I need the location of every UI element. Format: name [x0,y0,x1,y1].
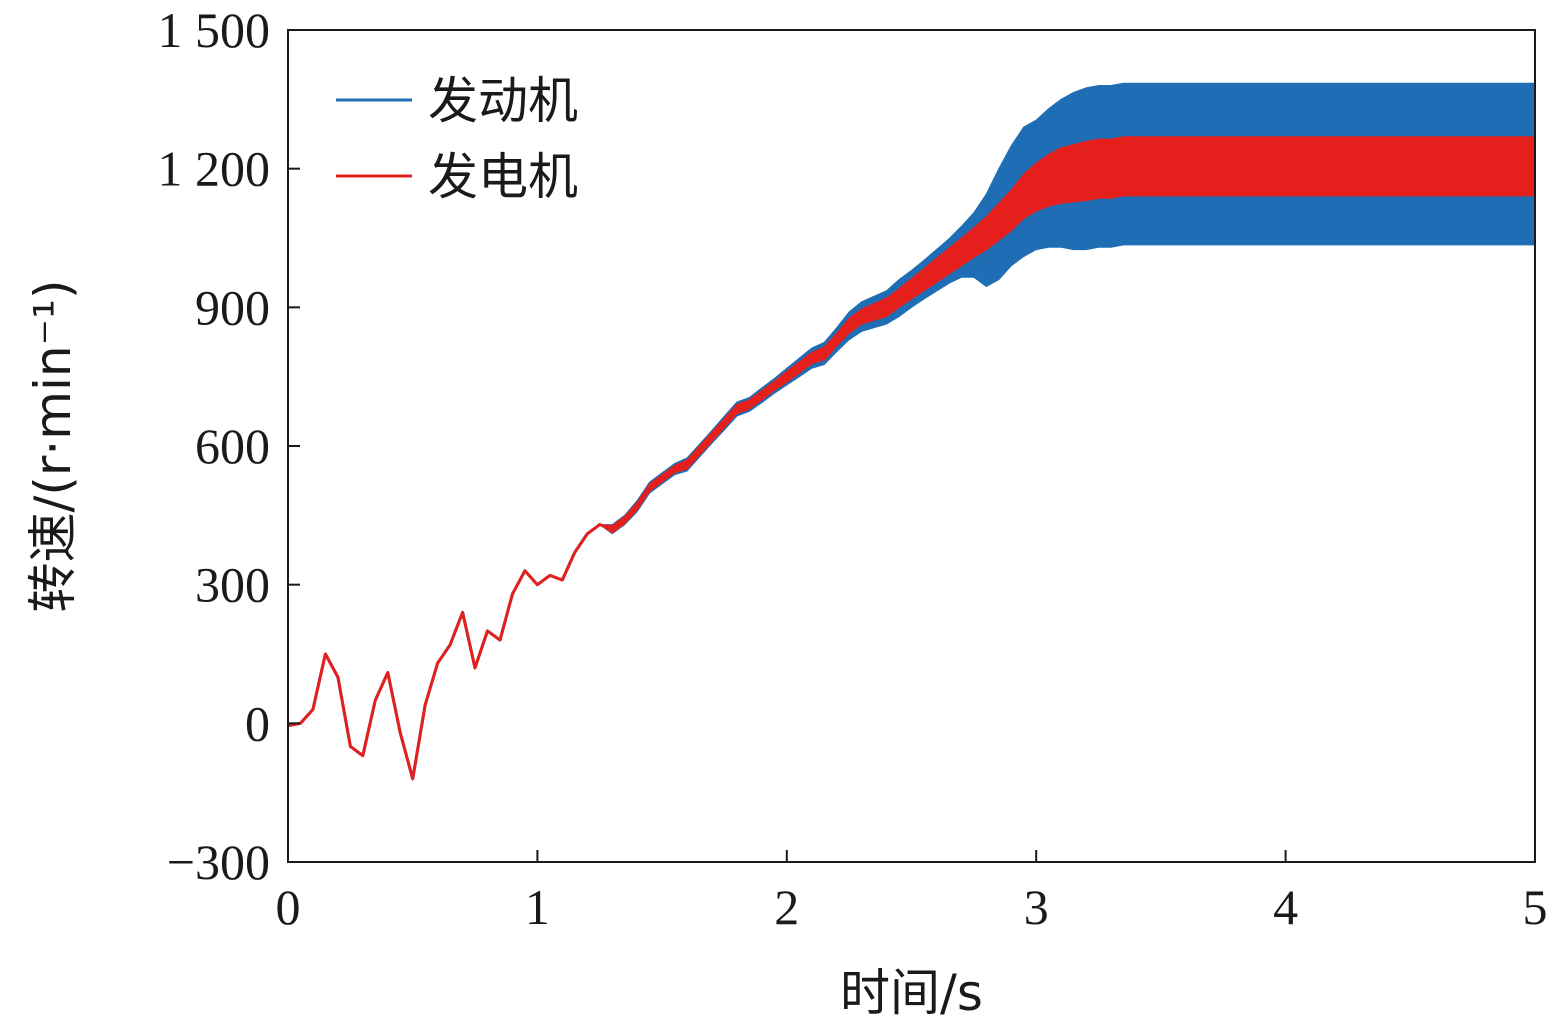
y-tick-label: 300 [195,557,270,613]
y-tick-label: 1 200 [158,141,271,197]
x-tick-label: 3 [1024,879,1049,935]
legend-label-engine: 发动机 [428,72,578,130]
x-axis-title: 时间/s [840,964,983,1022]
x-tick-label: 4 [1273,879,1298,935]
y-tick-label: 1 500 [158,2,271,58]
x-tick-label: 1 [525,879,550,935]
y-tick-label: 0 [245,695,270,751]
y-tick-label: 900 [195,279,270,335]
ticks-layer [287,29,1536,863]
x-tick-label: 0 [276,879,301,935]
legend-label-generator: 发电机 [428,148,578,206]
y-axis-title: 转速/(r·min⁻¹) [24,279,82,612]
legend: 发动机 发电机 [336,72,578,206]
series-line-0 [287,162,1535,781]
series-line-1 [287,164,1535,781]
x-tick-label: 2 [774,879,799,935]
y-tick-label: −300 [167,834,270,890]
series-layer [287,82,1536,781]
y-tick-label: 600 [195,418,270,474]
x-tick-label: 5 [1523,879,1548,935]
